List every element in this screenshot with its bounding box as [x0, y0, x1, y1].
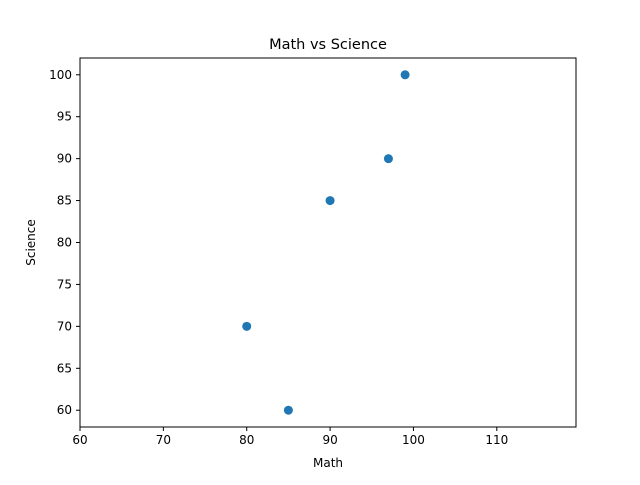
- points-layer: [242, 70, 410, 415]
- chart-title: Math vs Science: [269, 37, 387, 53]
- y-tick-label: 90: [57, 152, 72, 166]
- y-tick-label: 70: [57, 319, 72, 333]
- x-tick-label: 100: [402, 433, 425, 447]
- scatter-point: [283, 405, 293, 415]
- x-tick-label: 80: [239, 433, 254, 447]
- y-axis-label: Science: [24, 219, 38, 266]
- y-tick-label: 75: [57, 277, 72, 291]
- x-axis-label: Math: [313, 456, 343, 470]
- scatter-point: [242, 321, 252, 331]
- x-tick-label: 60: [72, 433, 87, 447]
- scatter-point: [400, 70, 410, 80]
- y-tick-label: 85: [57, 194, 72, 208]
- scatter-point: [325, 196, 335, 206]
- y-tick-label: 100: [49, 68, 72, 82]
- x-tick-label: 110: [485, 433, 508, 447]
- plot-frame: [79, 57, 577, 428]
- x-tick-label: 90: [322, 433, 337, 447]
- x-tick-label: 70: [156, 433, 171, 447]
- ticks-layer: 60 70 80 90 100 110 60 65 70 75 80 85 90 95 100: [49, 68, 508, 447]
- y-tick-label: 60: [57, 403, 72, 417]
- y-tick-label: 65: [57, 361, 72, 375]
- y-tick-label: 95: [57, 110, 72, 124]
- y-tick-label: 80: [57, 236, 72, 250]
- scatter-point: [383, 154, 393, 164]
